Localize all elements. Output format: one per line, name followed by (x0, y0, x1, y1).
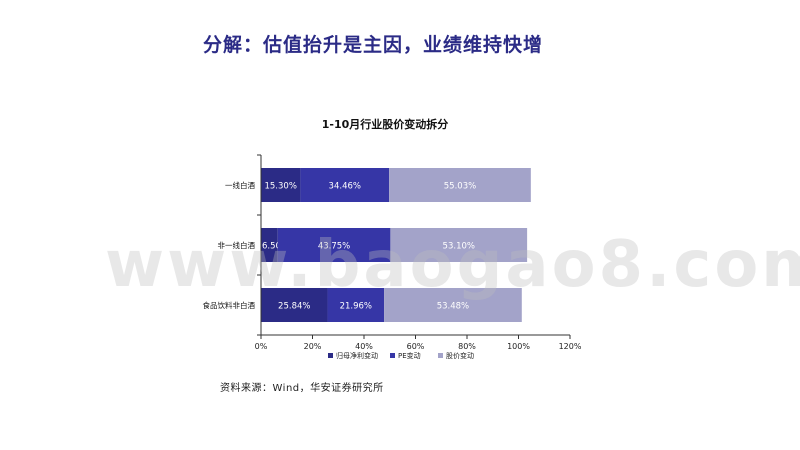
bar-segment (261, 168, 301, 202)
legend-label: 股价变动 (446, 351, 474, 360)
legend-label: PE变动 (398, 351, 421, 360)
chart-title: 1-10月行业股价变动拆分 (321, 118, 449, 131)
x-tick-label: 60% (407, 342, 425, 351)
data-label: 43.75% (318, 242, 350, 252)
data-label: 53.48% (437, 302, 469, 312)
category-label: 食品饮料非白酒 (203, 300, 256, 310)
bar-segment (261, 288, 328, 322)
data-label: 34.46% (329, 182, 361, 192)
data-label: 15.30% (264, 182, 296, 192)
source-note: 资料来源：Wind，华安证券研究所 (220, 383, 384, 394)
x-tick-label: 20% (304, 342, 322, 351)
x-tick-label: 120% (559, 342, 582, 351)
category-label: 非一线白酒 (218, 240, 256, 250)
data-label: 55.03% (444, 182, 476, 192)
legend-label: 归母净利变动 (336, 351, 378, 360)
data-label: 25.84% (278, 302, 310, 312)
legend-swatch (438, 353, 443, 358)
data-label: 21.96% (340, 302, 372, 312)
x-tick-label: 80% (458, 342, 476, 351)
slide-title: 分解：估值抬升是主因，业绩维持快增 (203, 34, 544, 56)
bar-segment (390, 228, 528, 262)
x-tick-label: 40% (355, 342, 373, 351)
bar-segment (300, 168, 390, 202)
x-tick-label: 0% (255, 342, 268, 351)
legend-swatch (328, 353, 333, 358)
bar-segment (384, 288, 522, 322)
bar-segment (327, 288, 385, 322)
data-label: 53.10% (443, 242, 475, 252)
bar-segment (277, 228, 391, 262)
legend-swatch (390, 353, 395, 358)
category-label: 一线白酒 (225, 180, 255, 190)
bar-segment (389, 168, 531, 202)
data-label: 6.50% (262, 242, 289, 252)
bar-segment (261, 228, 278, 262)
x-tick-label: 100% (507, 342, 530, 351)
